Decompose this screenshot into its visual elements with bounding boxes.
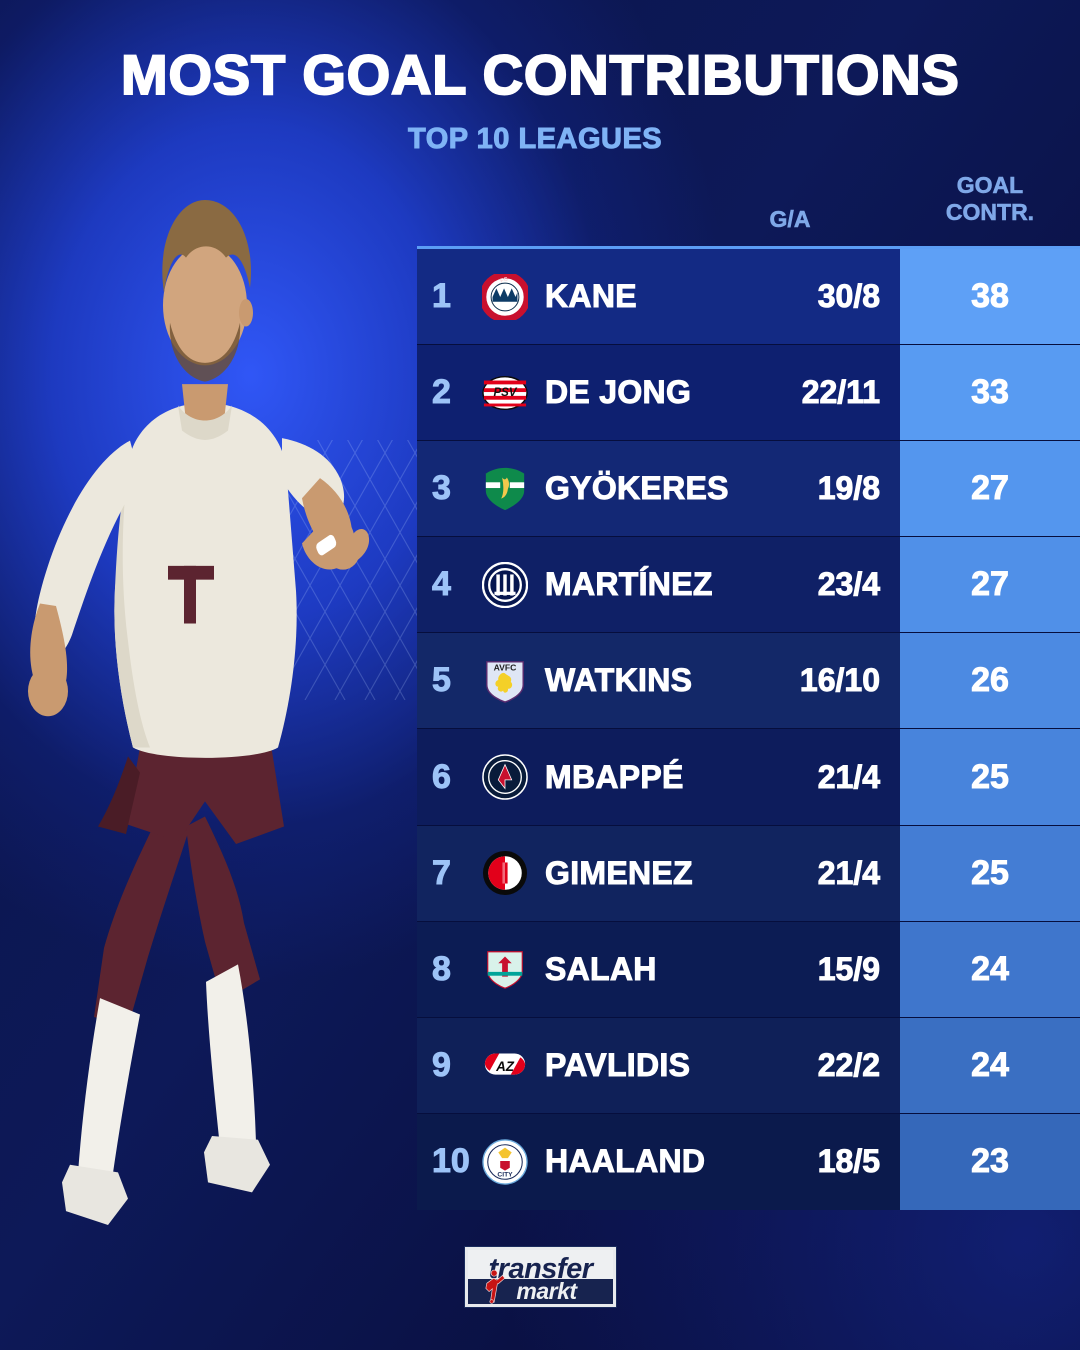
svg-text:CITY: CITY bbox=[497, 1171, 513, 1178]
svg-text:AZ: AZ bbox=[495, 1059, 515, 1074]
svg-text:AVFC: AVFC bbox=[494, 662, 517, 672]
svg-text:PSV: PSV bbox=[493, 387, 517, 399]
